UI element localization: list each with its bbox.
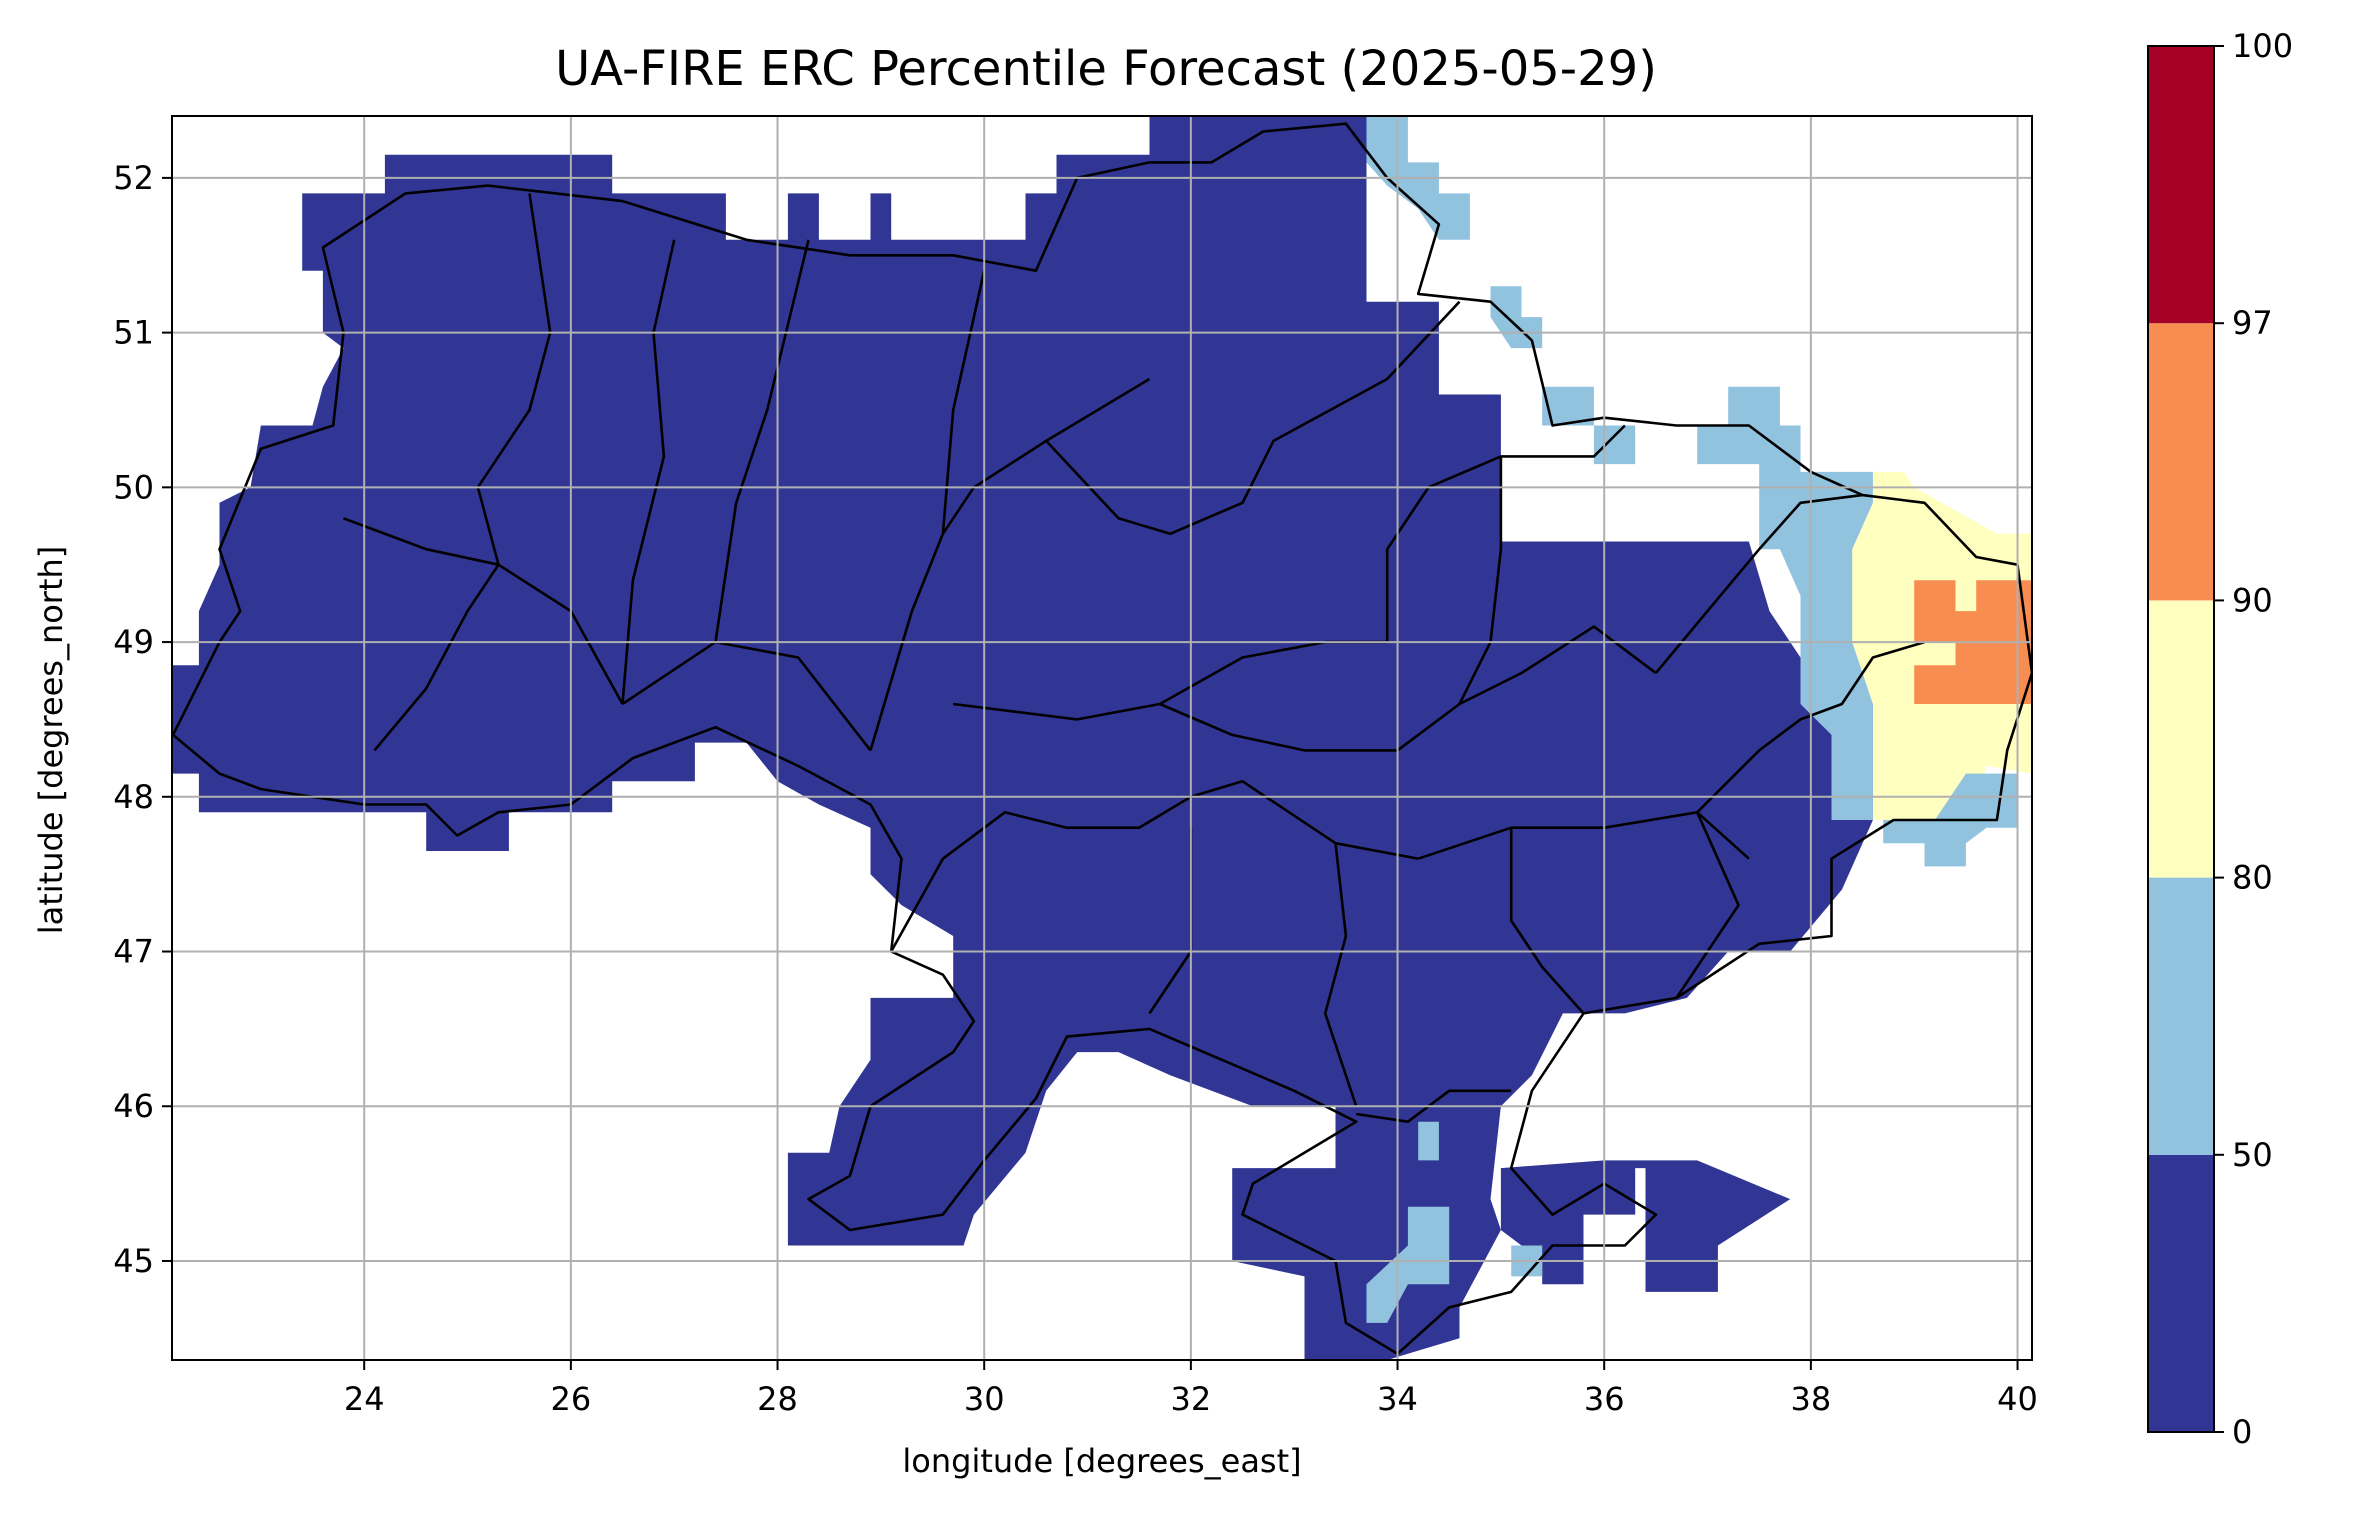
colorbar-segment (2148, 600, 2214, 878)
colorbar-tick-label: 97 (2232, 304, 2273, 342)
colorbar-frame (2147, 45, 2215, 1433)
regional-boundary (890, 780, 1419, 953)
x-tick-label: 40 (1997, 1380, 2038, 1418)
erc-cell-50-80 (1418, 1121, 1439, 1161)
y-axis-label: latitude [degrees_north] (32, 546, 70, 935)
colorbar-tick-label: 100 (2232, 27, 2293, 65)
regional-boundary (869, 377, 1151, 751)
x-tick-label: 34 (1377, 1380, 1418, 1418)
y-tick-label: 51 (113, 314, 154, 352)
colorbar-tick-label: 90 (2232, 581, 2273, 619)
y-axis-ticks: 45 46 47 48 49 50 51 52 (113, 159, 172, 1280)
regional-boundary (621, 239, 676, 705)
colorbar-segment (2148, 323, 2214, 601)
gridlines (172, 116, 2032, 1360)
regional-boundary (476, 193, 552, 566)
y-tick-label: 52 (113, 159, 154, 197)
regional-boundary (1654, 493, 1863, 674)
colorbar: 0 50 80 90 97 100 (2147, 27, 2293, 1451)
regional-boundary (1458, 456, 1503, 705)
regional-boundary (1385, 424, 1626, 643)
regional-boundary (714, 239, 810, 643)
x-tick-label: 28 (757, 1380, 798, 1418)
colorbar-segment (2148, 877, 2214, 1155)
y-tick-label: 50 (113, 468, 154, 506)
map-panel: 24 26 28 30 32 34 36 38 40 45 46 47 48 49 50 51 52 (113, 115, 2038, 1418)
y-tick-label: 49 (113, 623, 154, 661)
x-tick-label: 30 (964, 1380, 1005, 1418)
erc-cell-50-80 (1542, 386, 1636, 465)
x-tick-label: 36 (1584, 1380, 1625, 1418)
regional-boundary (1045, 300, 1461, 536)
map-frame (171, 115, 2033, 1361)
erc-cell-50-80 (1366, 1206, 1450, 1323)
x-axis-ticks: 24 26 28 30 32 34 36 38 40 (344, 1360, 2038, 1418)
x-tick-label: 26 (551, 1380, 592, 1418)
colorbar-tick-label: 50 (2232, 1136, 2273, 1174)
erc-cell-0-50 (172, 116, 1873, 1360)
colorbar-segment (2148, 46, 2214, 324)
regional-boundary (1509, 827, 1585, 1015)
y-tick-label: 46 (113, 1087, 154, 1125)
y-tick-label: 45 (113, 1242, 154, 1280)
y-tick-label: 48 (113, 778, 154, 816)
regional-boundary (1696, 640, 1925, 814)
regional-boundary (1159, 625, 1657, 752)
regional-boundary (373, 563, 500, 752)
regional-boundary (621, 640, 872, 752)
colorbar-tick-label: 80 (2232, 859, 2273, 897)
x-tick-label: 24 (344, 1380, 385, 1418)
erc-cell-80-90 (1852, 471, 2032, 828)
regional-boundary (1675, 811, 1740, 999)
colorbar-segment (2148, 1154, 2214, 1432)
regional-boundary (941, 270, 986, 534)
map-title: UA-FIRE ERC Percentile Forecast (2025-05… (555, 41, 1657, 97)
y-tick-label: 47 (113, 933, 154, 971)
country-border (172, 122, 2032, 1356)
colorbar-tick-label: 0 (2232, 1413, 2252, 1451)
erc-cell-layer (172, 116, 2032, 1360)
x-axis-label: longitude [degrees_east] (902, 1442, 1301, 1480)
x-tick-label: 38 (1791, 1380, 1832, 1418)
x-tick-label: 32 (1171, 1380, 1212, 1418)
regional-boundary (1323, 843, 1358, 1107)
erc-cell-50-80 (1697, 386, 1873, 820)
